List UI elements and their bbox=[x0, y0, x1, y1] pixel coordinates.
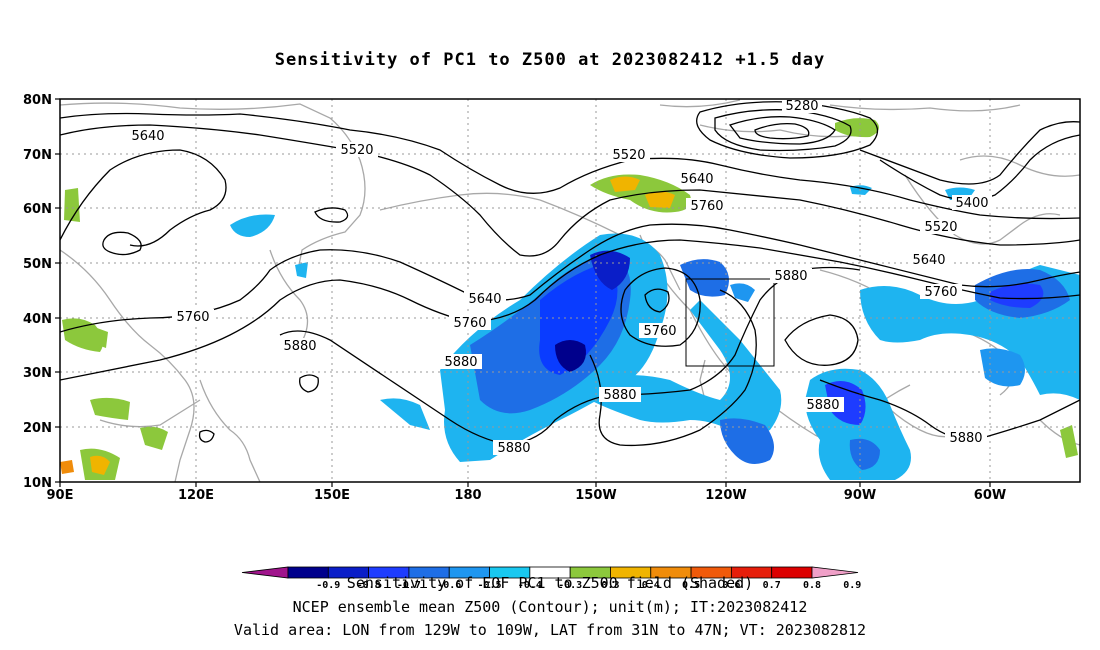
colorbar-tick-label: 0.6 bbox=[722, 580, 740, 591]
lon-label: 180 bbox=[454, 488, 481, 503]
contour-label: 5760 bbox=[172, 309, 214, 325]
contour-labels: 5280 5400 5520 5520 5520 5640 5640 5640 … bbox=[127, 99, 992, 456]
svg-text:5640: 5640 bbox=[131, 129, 164, 144]
lat-label: 30N bbox=[23, 366, 52, 381]
colorbar-tick-label: 0.9 bbox=[843, 580, 861, 591]
svg-text:5520: 5520 bbox=[340, 143, 373, 158]
contour-label: 5880 bbox=[279, 338, 321, 354]
lat-label: 40N bbox=[23, 312, 52, 327]
axis-ticks bbox=[55, 98, 991, 487]
contour-label: 5760 bbox=[639, 323, 681, 339]
colorbar-tick-label: 0.4 bbox=[642, 580, 660, 591]
lon-label: 120E bbox=[178, 488, 214, 503]
colorbar: -0.9 -0.8 -0.7 -0.6 -0.5 -0.4 -0.3 0.3 0.4 0.5 0.6… bbox=[241, 566, 861, 591]
contour-label: 5640 bbox=[908, 252, 950, 268]
map-border bbox=[59, 98, 1081, 483]
colorbar-tick-label: -0.5 bbox=[477, 580, 501, 591]
svg-text:5880: 5880 bbox=[603, 388, 636, 403]
contour-label: 5880 bbox=[440, 354, 482, 370]
contour-label: 5520 bbox=[336, 142, 378, 158]
svg-text:5880: 5880 bbox=[949, 431, 982, 446]
contour-label: 5520 bbox=[608, 147, 650, 163]
lat-label: 70N bbox=[23, 148, 52, 163]
colorbar-tick-label: -0.6 bbox=[437, 580, 461, 591]
lat-label: 80N bbox=[23, 93, 52, 108]
svg-text:5880: 5880 bbox=[774, 269, 807, 284]
svg-text:5760: 5760 bbox=[453, 316, 486, 331]
gridlines bbox=[60, 99, 1080, 482]
z500-contours bbox=[60, 101, 1080, 447]
contour-label: 5760 bbox=[449, 315, 491, 331]
contour-label: 5760 bbox=[920, 284, 962, 300]
svg-text:5880: 5880 bbox=[497, 441, 530, 456]
svg-text:5760: 5760 bbox=[924, 285, 957, 300]
longitude-labels: 90E 120E 150E 180 150W 120W 90W 60W bbox=[47, 488, 1007, 503]
svg-text:5640: 5640 bbox=[912, 253, 945, 268]
colorbar-tick-label: -0.8 bbox=[357, 580, 381, 591]
svg-text:5760: 5760 bbox=[690, 199, 723, 214]
svg-text:5760: 5760 bbox=[176, 310, 209, 325]
lon-label: 150W bbox=[575, 488, 616, 503]
svg-text:5520: 5520 bbox=[924, 220, 957, 235]
colorbar-tick-label: 0.5 bbox=[682, 580, 700, 591]
contour-label: 5640 bbox=[464, 291, 506, 307]
lon-label: 60W bbox=[974, 488, 1006, 503]
contour-label: 5880 bbox=[770, 268, 812, 284]
colorbar-tick-label: -0.4 bbox=[518, 580, 542, 591]
lat-label: 50N bbox=[23, 257, 52, 272]
contour-label: 5520 bbox=[920, 219, 962, 235]
caption-line-1: Sensitivity of EOF PC1 to Z500 field (Sh… bbox=[346, 574, 754, 592]
lon-label: 90W bbox=[844, 488, 876, 503]
lon-label: 150E bbox=[314, 488, 350, 503]
contour-label: 5640 bbox=[127, 128, 169, 144]
colorbar-tick-label: -0.3 bbox=[558, 580, 582, 591]
lat-label: 60N bbox=[23, 202, 52, 217]
svg-text:5400: 5400 bbox=[955, 196, 988, 211]
contour-label: 5640 bbox=[676, 171, 718, 187]
caption-line-2: NCEP ensemble mean Z500 (Contour); unit(… bbox=[292, 598, 808, 616]
contour-label: 5880 bbox=[599, 387, 641, 403]
caption-line-3: Valid area: LON from 129W to 109W, LAT f… bbox=[233, 621, 867, 639]
svg-text:5880: 5880 bbox=[806, 398, 839, 413]
svg-text:5280: 5280 bbox=[785, 99, 818, 114]
svg-text:5760: 5760 bbox=[643, 324, 676, 339]
contour-label: 5880 bbox=[945, 430, 987, 446]
lon-label: 120W bbox=[705, 488, 746, 503]
contour-label: 5280 bbox=[782, 99, 822, 114]
colorbar-tick-label: 0.8 bbox=[803, 580, 821, 591]
colorbar-tick-label: -0.7 bbox=[397, 580, 421, 591]
positive-sensitivity-shading bbox=[60, 118, 879, 480]
svg-text:5640: 5640 bbox=[468, 292, 501, 307]
latitude-labels: 80N 70N 60N 50N 40N 30N 20N 10N bbox=[23, 93, 52, 491]
svg-text:5880: 5880 bbox=[444, 355, 477, 370]
svg-text:5640: 5640 bbox=[680, 172, 713, 187]
svg-text:5520: 5520 bbox=[612, 148, 645, 163]
colorbar-tick-label: -0.9 bbox=[316, 580, 340, 591]
colorbar-right-triangle bbox=[811, 566, 859, 579]
contour-label: 5400 bbox=[952, 195, 992, 211]
contour-label: 5880 bbox=[493, 440, 535, 456]
lon-label: 90E bbox=[47, 488, 74, 503]
contour-label: 5880 bbox=[802, 397, 844, 413]
contour-label: 5760 bbox=[686, 198, 728, 214]
chart-title: Sensitivity of PC1 to Z500 at 2023082412… bbox=[274, 50, 826, 70]
valid-area-box bbox=[685, 278, 775, 367]
svg-text:5880: 5880 bbox=[283, 339, 316, 354]
lat-label: 20N bbox=[23, 421, 52, 436]
colorbar-tick-label: 0.3 bbox=[601, 580, 619, 591]
lat-label: 10N bbox=[23, 476, 52, 491]
colorbar-tick-label: 0.7 bbox=[763, 580, 781, 591]
